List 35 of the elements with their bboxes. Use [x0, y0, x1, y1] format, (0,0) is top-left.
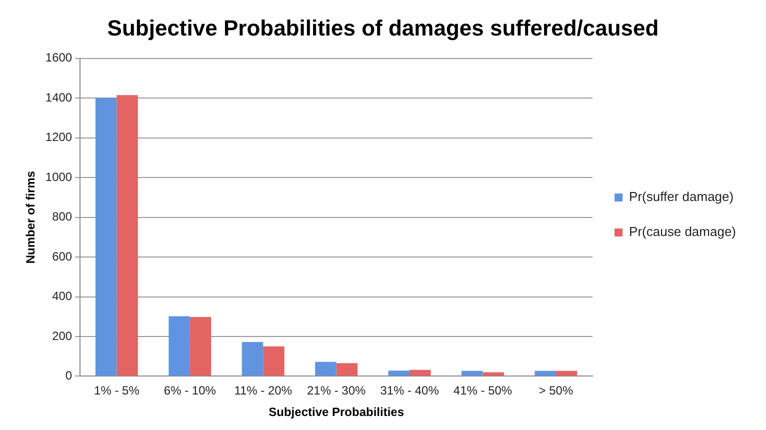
x-tick-label: 1% - 5%	[94, 384, 140, 398]
y-tick-label: 800	[52, 210, 72, 224]
bar	[534, 370, 556, 376]
legend-label: Pr(cause damage)	[629, 224, 736, 240]
x-tick-label: > 50%	[538, 384, 574, 398]
y-axis-title: Number of firms	[24, 170, 38, 264]
y-tick-label: 1200	[45, 130, 72, 144]
bar	[95, 98, 117, 376]
y-tick-label: 1600	[45, 50, 72, 65]
bar	[116, 95, 138, 376]
x-tick-label: 11% - 20%	[234, 384, 292, 398]
bar	[556, 370, 578, 376]
bar	[168, 316, 190, 376]
bar	[190, 317, 212, 376]
legend-label: Pr(suffer damage)	[629, 189, 734, 204]
x-axis-title: Subjective Probabilities	[268, 405, 404, 420]
bar	[336, 363, 358, 376]
y-tick-label: 1400	[45, 90, 72, 104]
x-tick-label: 21% - 30%	[306, 384, 366, 398]
y-tick-label: 0	[65, 368, 72, 383]
y-tick-label: 400	[52, 289, 72, 304]
x-tick-label: 6% - 10%	[164, 384, 216, 398]
bar	[263, 346, 284, 376]
x-tick-label: 31% - 40%	[380, 384, 440, 398]
y-tick-label: 200	[52, 328, 72, 343]
bar	[482, 372, 504, 376]
x-tick-label: 41% - 50%	[453, 384, 512, 398]
bar	[462, 370, 483, 376]
bar	[315, 362, 336, 376]
chart-title: Subjective Probabilities of damages suffered/caused	[107, 15, 659, 40]
bar	[242, 342, 264, 376]
y-tick-label: 600	[52, 249, 72, 264]
y-tick-label: 1000	[45, 170, 72, 184]
bar	[388, 370, 410, 376]
bar	[410, 370, 431, 376]
